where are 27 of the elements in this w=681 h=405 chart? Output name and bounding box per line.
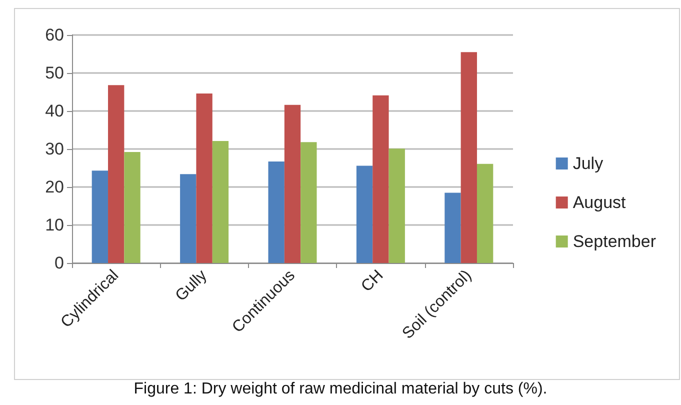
bar	[196, 94, 212, 263]
y-tick-label: 50	[45, 64, 64, 82]
bar	[356, 166, 373, 263]
y-tick-label: 30	[45, 140, 64, 158]
y-tick-label: 20	[45, 178, 64, 196]
bar	[460, 52, 477, 263]
bar	[300, 142, 317, 263]
legend-label: July	[572, 154, 604, 173]
bar	[180, 174, 196, 263]
legend-label: August	[572, 193, 626, 212]
bar	[92, 170, 108, 263]
bar	[444, 192, 461, 263]
x-tick-label: CH	[358, 266, 387, 296]
bar	[476, 164, 494, 263]
bar	[388, 148, 405, 263]
bar	[372, 95, 389, 263]
legend-label: September	[572, 232, 656, 251]
bar	[212, 141, 229, 263]
y-tick-label: 0	[54, 254, 64, 272]
y-tick-label: 40	[45, 102, 64, 120]
bar	[124, 152, 140, 263]
caption: Figure 1: Dry weight of raw medicinal material by cuts (%).	[134, 380, 548, 398]
y-tick-label: 10	[45, 216, 64, 234]
y-tick-label: 60	[45, 26, 64, 44]
bar	[268, 162, 284, 263]
bar	[284, 104, 301, 263]
bar	[108, 85, 124, 263]
